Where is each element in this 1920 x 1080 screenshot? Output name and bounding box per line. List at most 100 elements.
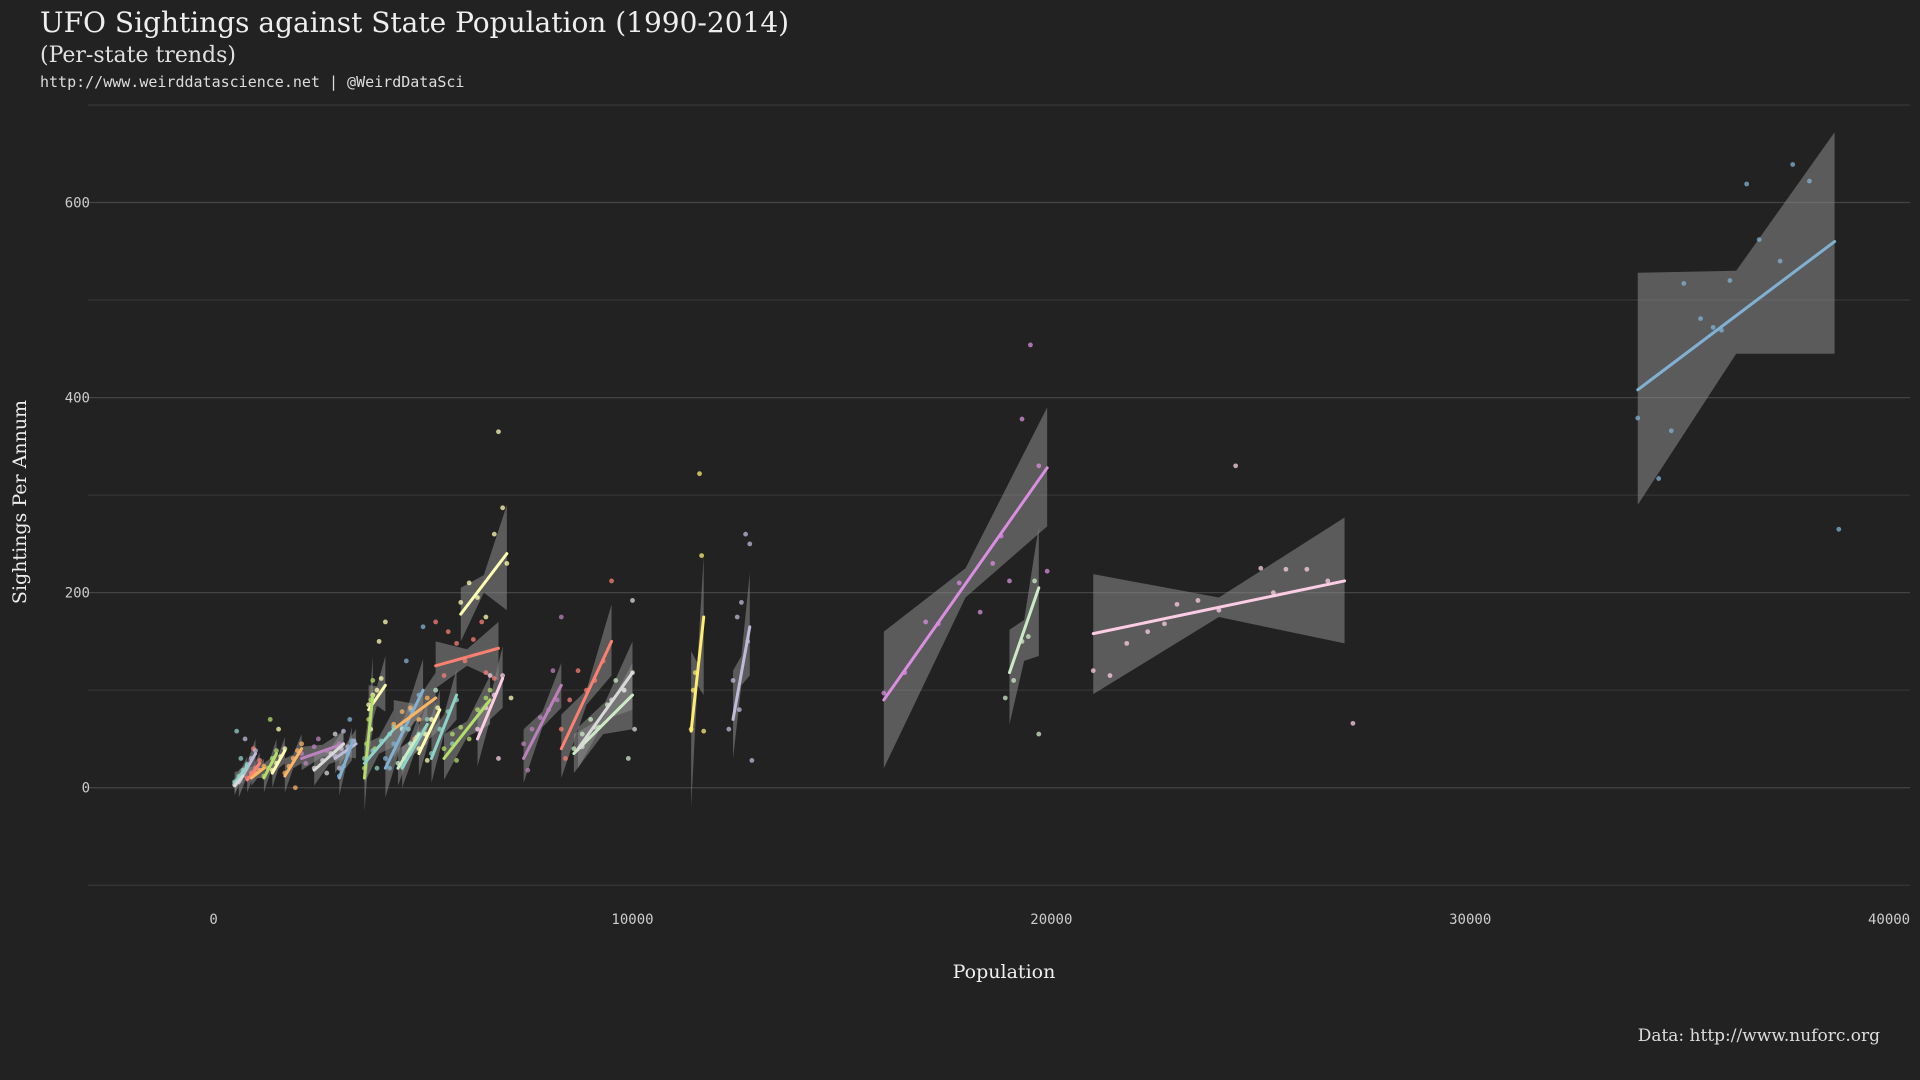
- data-point: [496, 756, 501, 761]
- data-point: [376, 639, 382, 644]
- trend-line: [262, 752, 278, 780]
- data-point: [267, 717, 273, 722]
- data-point: [579, 731, 585, 737]
- data-point: [406, 726, 411, 732]
- data-point: [588, 717, 594, 722]
- data-point: [1350, 720, 1356, 726]
- data-point: [274, 748, 279, 754]
- data-point: [303, 760, 309, 766]
- data-point: [399, 709, 405, 715]
- data-point: [609, 578, 614, 584]
- trend-line: [442, 698, 492, 760]
- data-point: [1698, 316, 1703, 321]
- data-point: [483, 670, 489, 676]
- data-point: [726, 726, 732, 732]
- data-point: [1090, 668, 1096, 674]
- data-point: [730, 678, 736, 683]
- data-point: [1036, 463, 1042, 469]
- grid: [88, 104, 1910, 886]
- data-point: [315, 736, 321, 742]
- data-point: [378, 676, 384, 681]
- data-point: [374, 765, 380, 771]
- trend-line: [392, 696, 438, 731]
- data-point: [1025, 634, 1031, 639]
- data-point: [433, 687, 439, 693]
- data-point: [458, 600, 464, 605]
- data-point: [491, 676, 497, 681]
- data-point: [500, 505, 506, 511]
- trend-line: [459, 552, 509, 616]
- data-point: [1195, 598, 1201, 603]
- data-point: [276, 726, 281, 732]
- y-tick-label: 200: [65, 586, 90, 602]
- data-point: [1011, 678, 1017, 683]
- chart-caption: Data: http://www.nuforc.org: [1638, 1026, 1880, 1046]
- data-point: [1028, 342, 1033, 348]
- data-point: [977, 609, 983, 615]
- trend-line: [572, 693, 635, 756]
- data-point: [336, 765, 342, 771]
- data-point: [1036, 731, 1042, 737]
- data-point: [736, 707, 742, 713]
- trend-line: [270, 749, 287, 775]
- data-point: [1756, 237, 1762, 242]
- data-point: [1283, 566, 1289, 572]
- trend-line: [522, 683, 563, 760]
- data-point: [567, 697, 573, 703]
- data-point: [466, 736, 472, 742]
- x-tick-label: 40000: [1868, 912, 1910, 928]
- data-point: [1270, 590, 1276, 596]
- data-point: [441, 673, 447, 678]
- data-point: [563, 756, 568, 761]
- trend-line: [1636, 240, 1837, 392]
- trend-line: [882, 466, 1049, 702]
- data-point: [1174, 601, 1180, 607]
- y-tick-label: 0: [82, 781, 90, 797]
- data-point: [1107, 673, 1113, 678]
- data-point: [508, 695, 514, 701]
- data-point: [416, 717, 422, 722]
- data-point: [496, 429, 501, 435]
- data-point: [1325, 578, 1331, 584]
- data-point: [747, 541, 753, 547]
- data-point: [1777, 258, 1783, 264]
- data-point: [956, 580, 962, 586]
- data-point: [699, 553, 705, 558]
- data-point: [537, 715, 543, 720]
- data-point: [1668, 428, 1674, 434]
- data-point: [529, 726, 535, 732]
- confidence-band: [393, 672, 436, 759]
- data-point: [445, 629, 451, 635]
- data-point: [550, 668, 556, 674]
- data-point: [470, 637, 476, 642]
- data-point: [238, 756, 244, 761]
- trend-line: [233, 764, 249, 785]
- data-point: [347, 717, 353, 722]
- data-point: [630, 598, 635, 603]
- x-tick-label: 30000: [1449, 912, 1491, 928]
- data-point: [458, 724, 464, 730]
- trend-line: [1007, 586, 1041, 675]
- confidence-band: [1009, 526, 1039, 725]
- data-point: [483, 695, 489, 701]
- data-point: [500, 673, 506, 678]
- data-point: [1044, 568, 1050, 574]
- trend-line: [362, 727, 396, 765]
- data-point: [403, 658, 409, 664]
- data-point: [1635, 415, 1641, 421]
- data-point: [749, 758, 755, 763]
- confidence-band: [1637, 132, 1835, 505]
- data-point: [571, 746, 577, 752]
- data-point: [466, 580, 472, 586]
- trend-line: [337, 742, 354, 780]
- data-point: [1681, 281, 1687, 286]
- trend-line: [233, 774, 245, 788]
- data-point: [1124, 640, 1130, 646]
- data-point: [487, 673, 493, 678]
- trend-line: [300, 742, 345, 760]
- data-point: [521, 741, 527, 747]
- data-point: [632, 726, 637, 732]
- data-point: [491, 531, 497, 537]
